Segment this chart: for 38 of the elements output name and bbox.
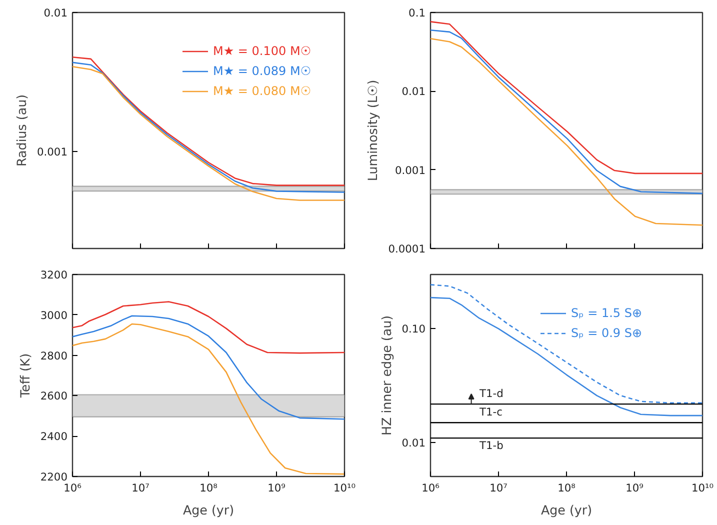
legend-label: M★ = 0.089 M☉ <box>213 64 312 78</box>
y-tick-label: 0.10 <box>402 322 426 336</box>
y-axis-title: Radius (au) <box>14 94 29 167</box>
x-tick-label: 10⁷ <box>132 482 150 494</box>
legend-label: M★ = 0.100 M☉ <box>213 44 312 58</box>
y-tick-label: 0.001 <box>394 164 426 177</box>
y-tick-label: 0.0001 <box>388 242 426 256</box>
legend-label: Sₚ = 1.5 S⊕ <box>571 306 642 320</box>
x-tick-label: 10¹⁰ <box>691 482 714 494</box>
x-tick-label: 10¹⁰ <box>333 482 356 494</box>
x-axis-title: Age (yr) <box>182 502 234 518</box>
x-tick-label: 10⁷ <box>490 482 508 494</box>
x-tick-label: 10⁸ <box>200 482 218 494</box>
x-tick-label: 10⁶ <box>422 482 440 494</box>
y-axis-title: HZ inner edge (au) <box>378 315 394 436</box>
legend-label: M★ = 0.080 M☉ <box>213 84 312 98</box>
x-tick-label: 10⁸ <box>558 482 576 494</box>
y-tick-label: 2800 <box>40 349 68 362</box>
y-tick-label: 3200 <box>40 268 68 282</box>
y-tick-label: 2200 <box>40 470 68 484</box>
y-axis-title: Luminosity (L☉) <box>365 80 380 182</box>
y-tick-label: 0.01 <box>402 85 426 98</box>
x-tick-label: 10⁹ <box>268 482 286 494</box>
x-tick-label: 10⁹ <box>626 482 644 494</box>
x-tick-label: 10⁶ <box>64 482 82 494</box>
y-axis-title: Teff (K) <box>17 353 32 399</box>
ref-line-label: T1-d <box>478 387 504 400</box>
legend-label: Sₚ = 0.9 S⊕ <box>571 326 642 340</box>
ref-line-label: T1-c <box>478 406 503 419</box>
y-tick-label: 0.001 <box>36 145 68 158</box>
y-tick-label: 0.1 <box>408 6 426 20</box>
x-axis-title: Age (yr) <box>540 502 592 518</box>
ref-line-label: T1-b <box>478 439 504 452</box>
y-tick-label: 0.01 <box>44 6 68 20</box>
y-tick-label: 3000 <box>40 308 68 322</box>
y-tick-label: 2400 <box>40 430 68 444</box>
y-tick-label: 2600 <box>40 390 68 403</box>
y-tick-label: 0.01 <box>402 436 426 450</box>
